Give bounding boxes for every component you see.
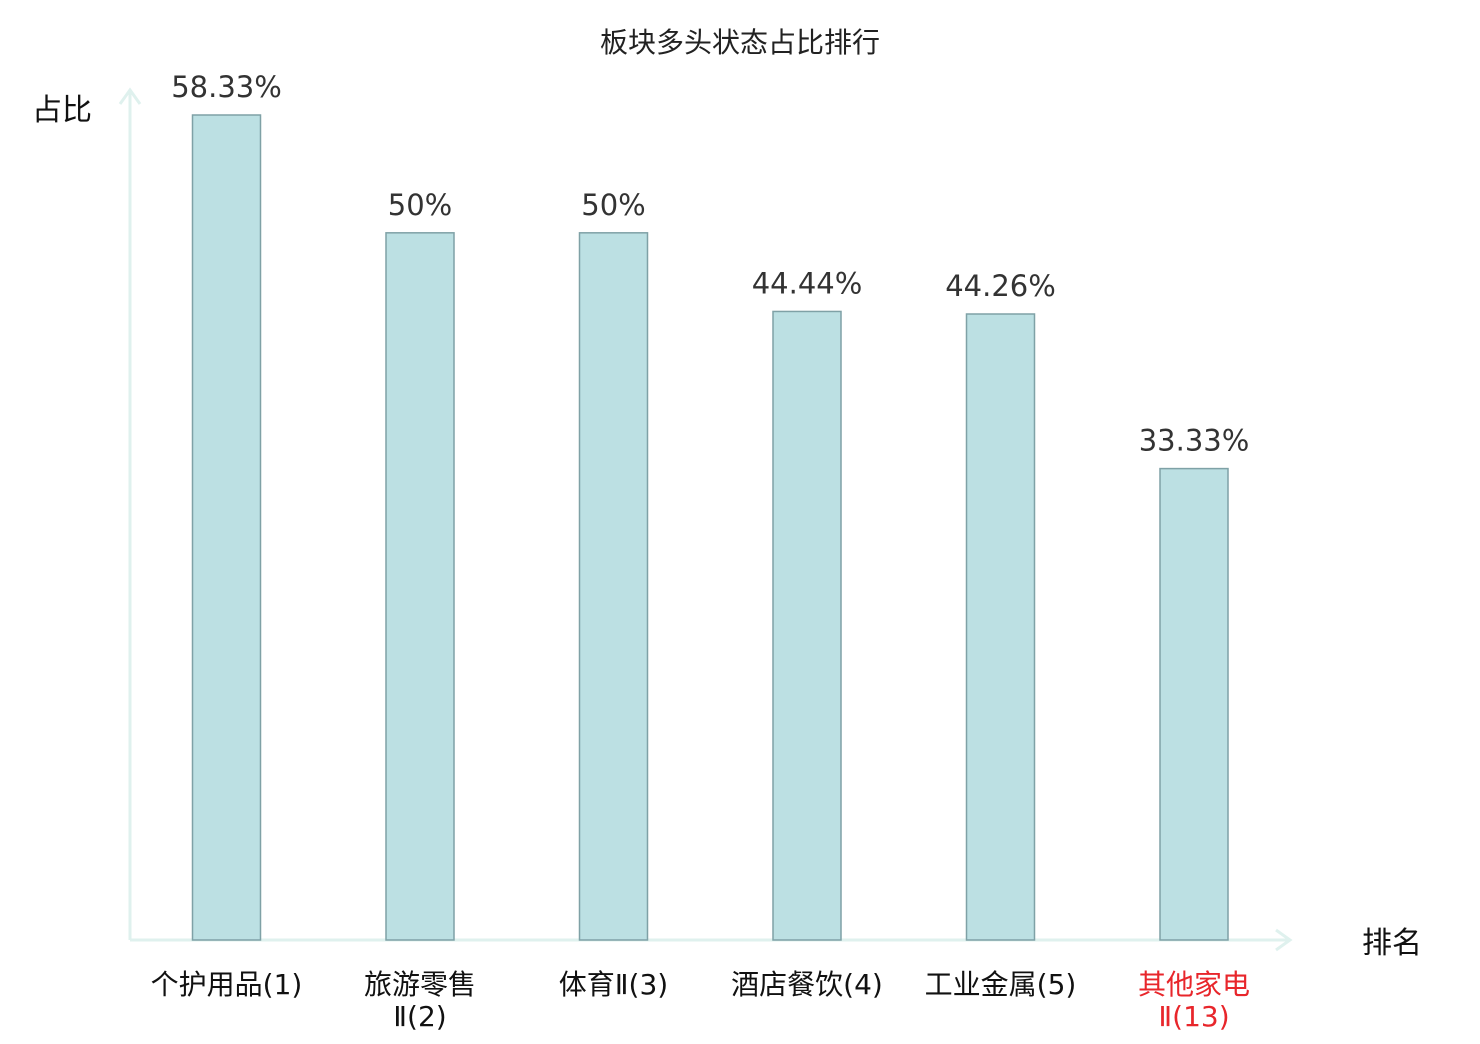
category-label-0-line-0: 个护用品(1) [151, 968, 303, 1001]
bar-3 [772, 310, 842, 941]
category-label-5-line-0: 其他家电 [1138, 968, 1250, 1001]
value-label-1: 50% [388, 188, 452, 222]
category-label-3-line-0: 酒店餐饮(4) [731, 968, 883, 1001]
x-axis-arrow [1275, 928, 1293, 952]
bar-5 [1159, 467, 1229, 941]
value-labels-group: 58.33% 50% 50% 44.44% 44.26% 33.33% [171, 70, 1249, 458]
value-label-4: 44.26% [945, 269, 1056, 303]
value-label-5: 33.33% [1139, 424, 1250, 458]
bar-0 [191, 114, 262, 941]
category-label-2-line-0: 体育Ⅱ(3) [559, 968, 668, 1001]
x-axis-label: 排名 [1362, 926, 1422, 961]
bar-1 [385, 232, 455, 941]
bar-4 [965, 313, 1036, 941]
chart-title: 板块多头状态占比排行 [600, 26, 880, 59]
value-label-3: 44.44% [752, 266, 863, 300]
category-label-4-line-0: 工业金属(5) [925, 968, 1077, 1001]
bars-group [191, 114, 1229, 941]
category-label-5-line-1: Ⅱ(13) [1158, 1000, 1229, 1033]
category-label-1-line-0: 旅游零售 [364, 968, 476, 1001]
axes [118, 87, 1293, 952]
y-axis-label: 占比 [32, 93, 92, 128]
category-label-1-line-1: Ⅱ(2) [393, 1000, 446, 1033]
bar-2 [578, 232, 649, 941]
y-axis-arrow [118, 87, 142, 105]
value-label-0: 58.33% [171, 70, 282, 104]
value-label-2: 50% [581, 188, 645, 222]
